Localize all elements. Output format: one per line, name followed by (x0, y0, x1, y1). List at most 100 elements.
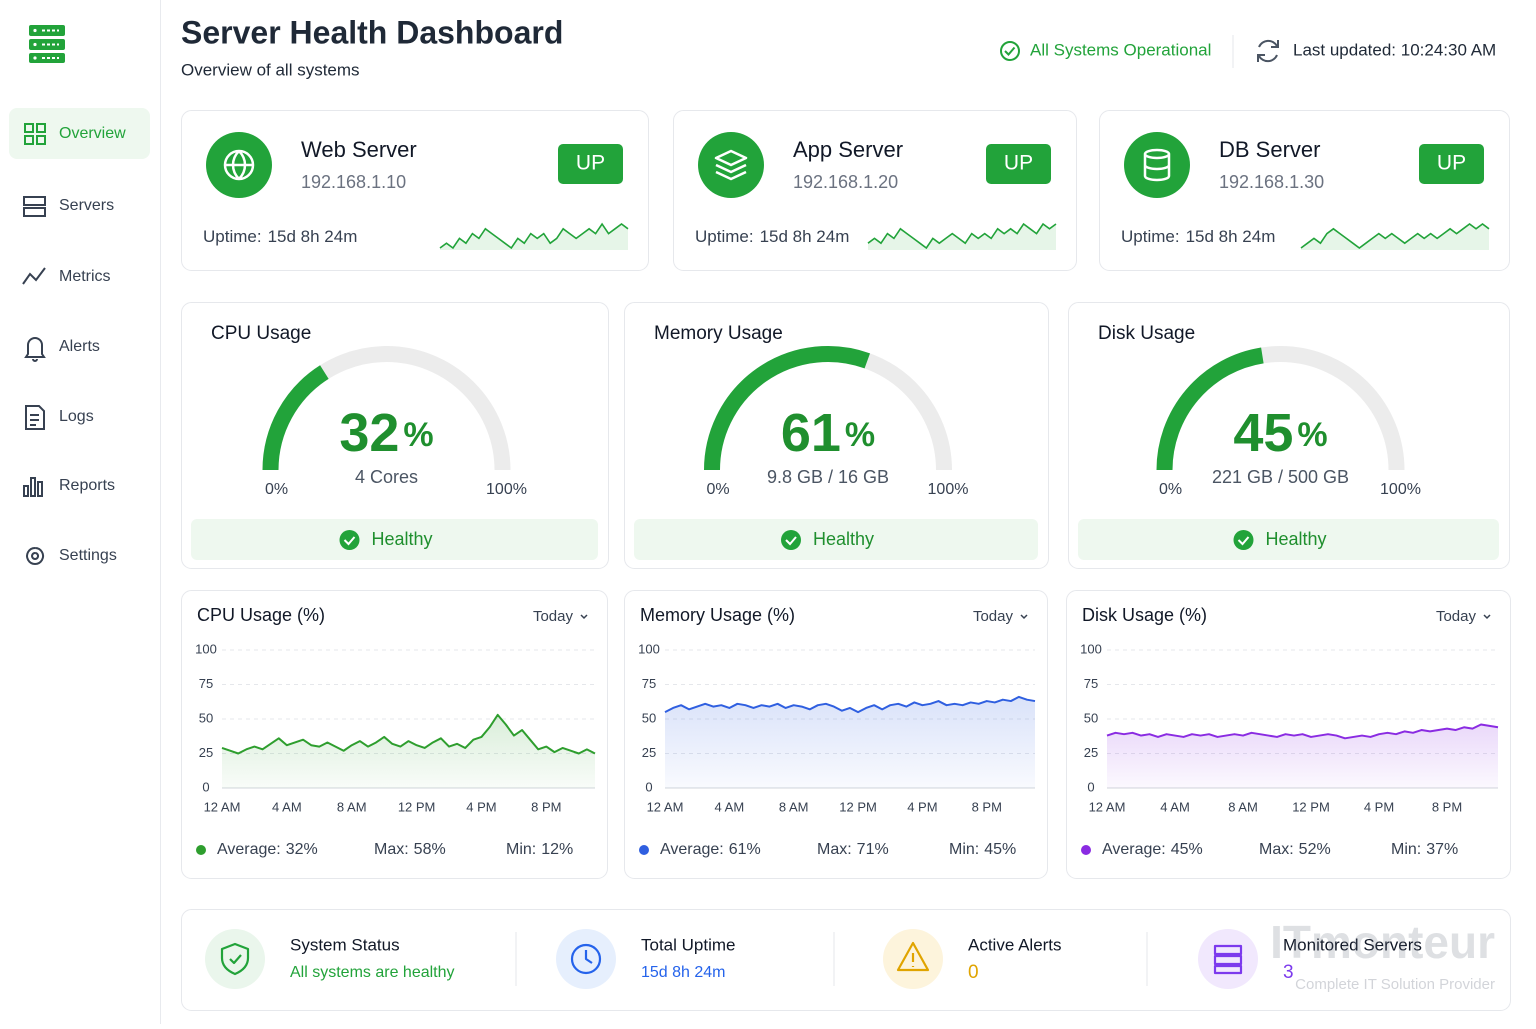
server-ip: 192.168.1.30 (1219, 172, 1324, 192)
status-badge (558, 144, 623, 184)
logo (29, 25, 65, 63)
nav-icon (25, 405, 45, 430)
summary-icon (220, 942, 250, 976)
x-tick-label: 12 AM (204, 799, 241, 814)
health-icon (781, 530, 801, 550)
nav-item[interactable]: Overview (9, 108, 150, 159)
y-tick-label: 50 (199, 710, 213, 725)
nav-label: Overview (59, 125, 126, 142)
health-label: Healthy (813, 529, 874, 549)
nav-label: Alerts (59, 338, 100, 355)
range-select[interactable]: Today (973, 608, 1014, 625)
nav-item[interactable]: Alerts (24, 337, 100, 362)
chart-title: CPU Usage (%) (197, 605, 325, 625)
stat-value: 71% (857, 841, 889, 858)
y-tick-label: 75 (642, 676, 656, 691)
y-tick-label: 100 (638, 641, 660, 656)
stat-value: 45% (1171, 841, 1203, 858)
y-tick-label: 50 (1084, 710, 1098, 725)
uptime-value: 15d 8h 24m (268, 227, 358, 246)
stat: Average: 32% (217, 841, 318, 858)
health-icon (1233, 530, 1254, 550)
server-ip: 192.168.1.20 (793, 172, 898, 192)
summary-value: All systems are healthy (290, 964, 455, 981)
page-subtitle: Overview of all systems (181, 60, 360, 79)
status-badge (1419, 144, 1484, 184)
sparkline (867, 222, 1057, 250)
stat-value: 58% (414, 841, 446, 858)
gauge-unit: % (1297, 416, 1327, 454)
uptime-label: Uptime: (695, 227, 754, 246)
status-label: UP (1004, 152, 1033, 175)
health-check (785, 536, 797, 546)
area-fill (222, 714, 595, 788)
nav-item[interactable]: Metrics (22, 267, 111, 285)
nav-item[interactable]: Reports (23, 477, 115, 497)
gauge-title: Disk Usage (1098, 323, 1195, 344)
x-tick-label: 12 PM (398, 799, 436, 814)
stat: Average: 61% (660, 841, 761, 858)
summary-title: System Status (290, 935, 400, 954)
area-fill (665, 696, 1035, 788)
watermark-tagline: Complete IT Solution Provider (1295, 976, 1495, 993)
x-tick-label: 12 PM (839, 799, 877, 814)
stat-label: Max: (1259, 841, 1294, 858)
data-line (1106, 723, 1499, 740)
y-tick-label: 100 (1080, 641, 1102, 656)
range-select[interactable]: Today (1436, 608, 1477, 625)
uptime-value: 15d 8h 24m (760, 227, 850, 246)
chart-title: Disk Usage (%) (1082, 605, 1207, 625)
gauge-max: 100% (1380, 481, 1421, 498)
summary-title: Total Uptime (641, 935, 735, 954)
card (181, 909, 1511, 1011)
stat-label: Min: (1391, 841, 1421, 858)
legend-dot (196, 845, 206, 855)
stat: Max: 52% (1259, 841, 1331, 858)
card (624, 302, 1049, 569)
stat-label: Average: (660, 841, 724, 858)
health-bar (191, 519, 598, 560)
gauge-detail: 9.8 GB / 16 GB (767, 467, 889, 487)
last-updated: Last updated: 10:24:30 AM (1293, 40, 1496, 59)
nav-item[interactable]: Settings (26, 547, 117, 565)
gauge-value: 32% (339, 403, 433, 463)
summary-value: 0 (968, 962, 979, 983)
nav-icon (26, 547, 44, 565)
range-select[interactable]: Today (533, 608, 574, 625)
refresh-icon[interactable] (1257, 39, 1279, 63)
gauge-number: 32 (339, 403, 399, 463)
gauge-fill (262, 365, 329, 471)
legend-dot (639, 845, 649, 855)
x-tick-label: 4 AM (1160, 799, 1190, 814)
nav-item[interactable]: Servers (23, 196, 114, 217)
legend-dot (1081, 845, 1091, 855)
watermark-brand: ITmonteur (1270, 916, 1495, 968)
dropdown-caret (580, 614, 588, 620)
y-tick-label: 75 (199, 676, 213, 691)
nav-label: Servers (59, 197, 114, 214)
x-tick-label: 12 PM (1292, 799, 1330, 814)
stat-value: 12% (541, 841, 573, 858)
health-label: Healthy (372, 529, 433, 549)
nav-label: Reports (59, 477, 115, 494)
uptime-label: Uptime: (1121, 227, 1180, 246)
server-name: DB Server (1219, 137, 1320, 162)
card (181, 590, 608, 879)
y-tick-label: 50 (642, 710, 656, 725)
nav-icon (23, 196, 46, 217)
page-title: Server Health Dashboard (181, 14, 563, 50)
gauge-max: 100% (928, 481, 969, 498)
card (1068, 302, 1510, 569)
summary-value: 3 (1283, 962, 1294, 983)
y-tick-label: 0 (645, 779, 652, 794)
card (673, 110, 1077, 271)
stat-label: Max: (817, 841, 852, 858)
system-status: All Systems Operational (1030, 40, 1211, 59)
health-check (1237, 536, 1250, 546)
nav-item[interactable]: Logs (25, 405, 94, 430)
summary-icon (570, 943, 602, 975)
summary-icon-bg (1198, 929, 1258, 989)
status-label: UP (1437, 152, 1466, 175)
health-bar (634, 519, 1038, 560)
icon-glyph (1143, 148, 1171, 182)
